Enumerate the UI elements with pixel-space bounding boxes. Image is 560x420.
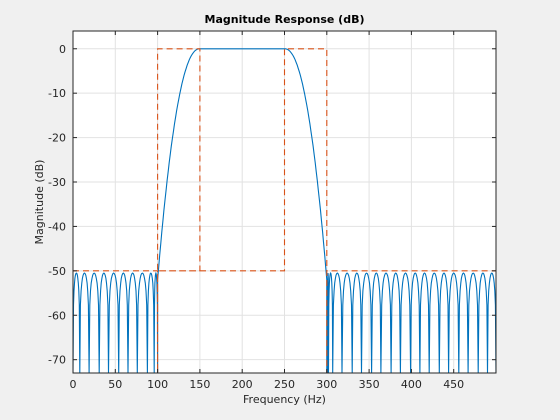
x-tick-label: 350 xyxy=(359,378,380,391)
x-tick-label: 450 xyxy=(443,378,464,391)
x-axis-label: Frequency (Hz) xyxy=(243,393,326,406)
x-tick-label: 100 xyxy=(147,378,168,391)
y-tick-label: -70 xyxy=(48,354,66,367)
chart-title: Magnitude Response (dB) xyxy=(205,13,365,26)
y-tick-label: -10 xyxy=(48,87,66,100)
y-tick-label: 0 xyxy=(59,43,66,56)
plot-series-group xyxy=(73,48,496,373)
x-tick-label: 150 xyxy=(189,378,210,391)
specification-mask-line xyxy=(73,48,496,373)
x-tick-label: 200 xyxy=(232,378,253,391)
x-tick-label: 0 xyxy=(70,378,77,391)
y-axis-label: Magnitude (dB) xyxy=(33,160,46,245)
y-tick-label: -60 xyxy=(48,309,66,322)
x-tick-label: 300 xyxy=(316,378,337,391)
magnitude-response-line xyxy=(73,48,496,373)
y-tick-label: -20 xyxy=(48,132,66,145)
x-tick-label: 250 xyxy=(274,378,295,391)
x-tick-label: 400 xyxy=(401,378,422,391)
x-tick-label: 50 xyxy=(108,378,122,391)
y-tick-label: -30 xyxy=(48,176,66,189)
y-tick-label: -50 xyxy=(48,265,66,278)
y-tick-label: -40 xyxy=(48,220,66,233)
axis-ticks: 0 50 100 150 200 250 300 350 400 450 0 -10 -20 -30 -40… xyxy=(48,31,496,391)
